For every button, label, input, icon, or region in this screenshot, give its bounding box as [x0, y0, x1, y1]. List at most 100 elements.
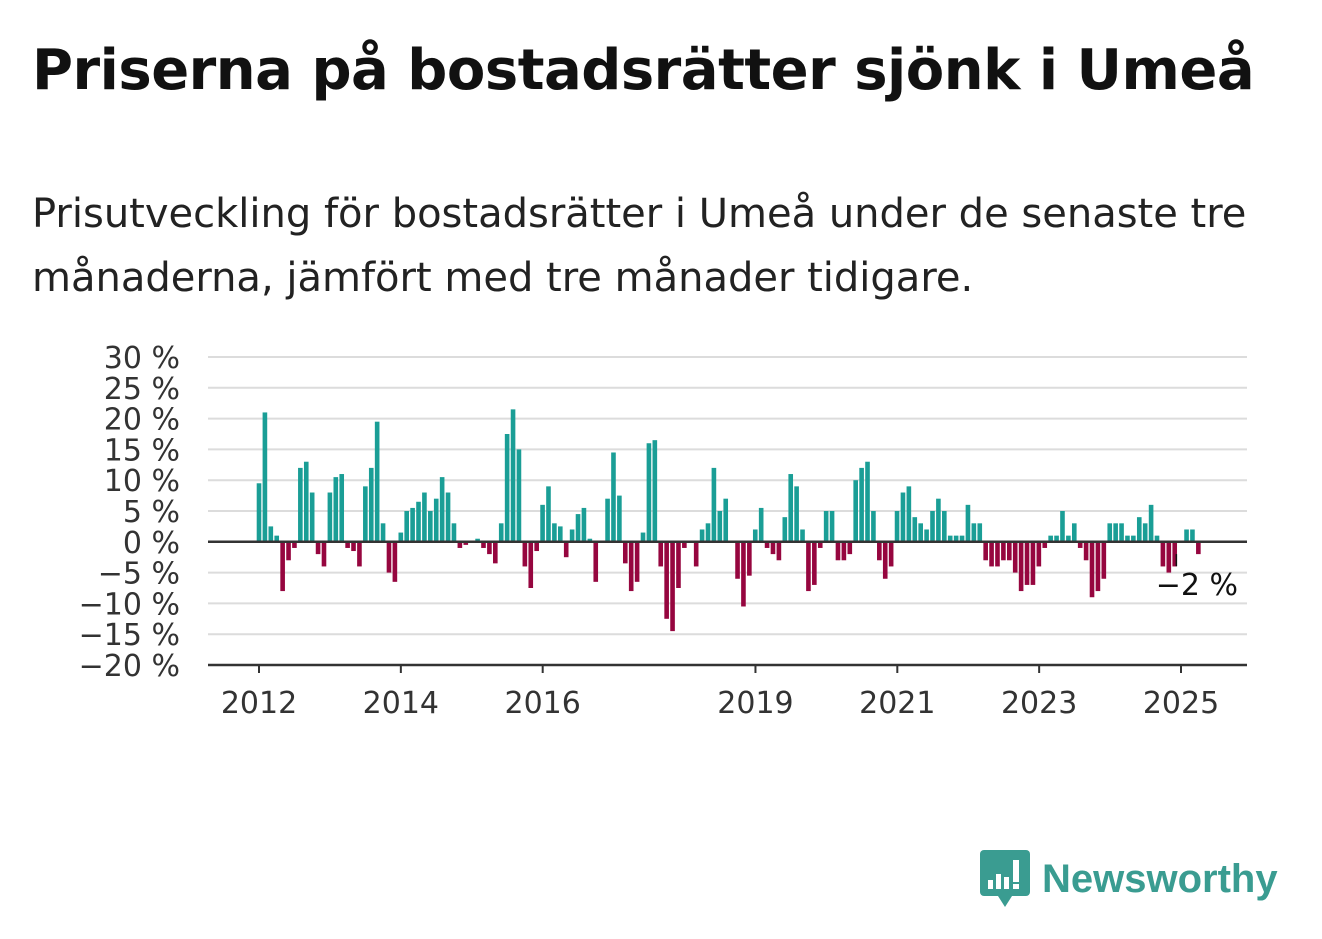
- bar: [1172, 541, 1178, 567]
- bar: [445, 492, 451, 542]
- bar: [1101, 541, 1107, 579]
- bar: [1190, 529, 1195, 542]
- bar: [1160, 541, 1166, 567]
- bar: [416, 501, 421, 542]
- bar: [280, 541, 285, 592]
- chart-subtitle: Prisutveckling för bostadsrätter i Umeå …: [32, 191, 1247, 301]
- bar: [321, 541, 327, 567]
- bar: [333, 477, 339, 542]
- bar: [699, 529, 705, 542]
- bar: [652, 440, 658, 542]
- bar: [569, 529, 575, 542]
- y-tick-label: 5 %: [123, 495, 180, 530]
- bar: [1154, 535, 1160, 542]
- bar: [262, 412, 268, 542]
- bar: [327, 492, 333, 542]
- bar: [664, 541, 669, 619]
- bar: [286, 541, 291, 561]
- annotation: −2 %: [1156, 554, 1238, 603]
- bar: [481, 541, 486, 548]
- y-tick-label: −15 %: [79, 618, 180, 653]
- bar: [374, 421, 380, 542]
- bar: [510, 409, 516, 542]
- bar: [1036, 541, 1042, 567]
- bar: [575, 514, 581, 542]
- bar: [983, 541, 988, 561]
- bar: [351, 541, 356, 552]
- bar: [534, 541, 539, 552]
- bar: [965, 504, 971, 542]
- bar: [847, 541, 853, 555]
- bar: [764, 541, 770, 548]
- bar: [386, 541, 392, 573]
- bar: [451, 523, 457, 542]
- bar: [1131, 535, 1136, 542]
- bar: [1184, 529, 1189, 542]
- bar: [1107, 523, 1113, 542]
- bar: [475, 538, 480, 542]
- bar: [1066, 535, 1071, 542]
- bar: [1018, 541, 1024, 592]
- x-axis: 2012 2014 2016 2019 2021 2023 2025: [208, 540, 1247, 721]
- y-tick-label: 25 %: [104, 372, 180, 407]
- bar: [522, 541, 528, 567]
- bar: [676, 541, 681, 588]
- bar: [546, 486, 551, 542]
- bar: [439, 477, 445, 542]
- bar: [971, 523, 977, 542]
- chart-title: Priserna på bostadsrätter sjönk i Umeå: [32, 38, 1255, 103]
- x-tick-label: 2019: [717, 686, 793, 721]
- bar: [835, 541, 841, 561]
- x-tick-label: 2016: [505, 686, 581, 721]
- bar: [315, 541, 321, 555]
- last-value-label: −2 %: [1156, 568, 1238, 603]
- bar: [1042, 541, 1048, 548]
- bar: [611, 452, 616, 542]
- bar: [882, 541, 888, 579]
- bar: [563, 541, 569, 558]
- bar: [1089, 541, 1095, 598]
- y-tick-label: −5 %: [98, 557, 180, 592]
- bar: [1148, 504, 1154, 542]
- bar: [504, 434, 510, 542]
- bar: [558, 526, 563, 542]
- y-tick-label: 15 %: [104, 433, 180, 468]
- y-tick-label: 20 %: [104, 403, 180, 438]
- bar: [1119, 523, 1124, 542]
- bar: [747, 541, 752, 576]
- bar: [711, 467, 717, 542]
- bar: [1077, 541, 1083, 548]
- bar: [693, 541, 699, 567]
- bar: [947, 535, 953, 542]
- bar: [930, 511, 935, 542]
- bar: [717, 511, 723, 542]
- bar: [1054, 535, 1059, 542]
- bar: [1071, 523, 1077, 542]
- bar: [433, 498, 439, 542]
- bar: [865, 461, 870, 542]
- bar: [617, 495, 622, 542]
- bar: [1136, 517, 1142, 542]
- bar: [1125, 535, 1130, 542]
- bar: [888, 541, 894, 567]
- bar: [1012, 541, 1018, 573]
- x-tick-label: 2023: [1001, 686, 1077, 721]
- bar: [487, 541, 492, 555]
- bar: [345, 541, 350, 548]
- x-tick-label: 2014: [363, 686, 439, 721]
- bar: [309, 492, 315, 542]
- bar: [817, 541, 823, 548]
- bar: [877, 541, 882, 561]
- bar: [788, 474, 794, 542]
- bar: [1095, 541, 1101, 592]
- bars: [256, 409, 1201, 632]
- bar: [894, 511, 900, 542]
- bar: [457, 541, 463, 548]
- bar: [942, 511, 947, 542]
- bar: [498, 523, 504, 542]
- bar: [776, 541, 782, 561]
- bar: [1001, 541, 1006, 561]
- bar: [1083, 541, 1089, 561]
- bar: [593, 541, 599, 582]
- bar: [812, 541, 817, 585]
